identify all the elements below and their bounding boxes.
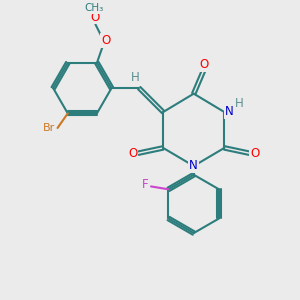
Text: F: F <box>142 178 148 191</box>
Text: N: N <box>225 105 234 118</box>
Text: O: O <box>101 34 110 47</box>
Text: H: H <box>131 70 140 84</box>
Text: H: H <box>235 97 244 110</box>
Text: O: O <box>91 11 100 24</box>
Text: O: O <box>128 147 137 160</box>
Text: O: O <box>199 58 208 71</box>
Text: CH₃: CH₃ <box>84 3 104 13</box>
Text: N: N <box>189 160 198 172</box>
Text: Br: Br <box>43 123 56 133</box>
Text: O: O <box>250 147 260 160</box>
